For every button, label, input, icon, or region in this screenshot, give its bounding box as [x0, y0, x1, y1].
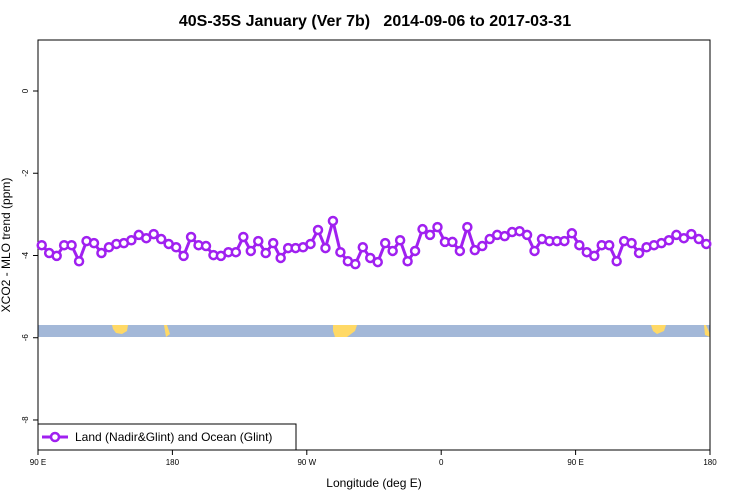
- data-point: [611, 255, 622, 267]
- data-point: [148, 228, 159, 240]
- data-point: [409, 245, 421, 257]
- data-point: [529, 245, 540, 257]
- map-strip: [38, 325, 710, 337]
- legend-marker: [49, 431, 61, 443]
- x-axis-label: Longitude (deg E): [326, 476, 421, 490]
- data-point: [126, 235, 137, 246]
- data-point: [521, 229, 533, 241]
- data-point: [477, 240, 488, 252]
- data-point: [379, 237, 391, 249]
- data-point: [230, 246, 242, 258]
- data-point: [178, 250, 189, 262]
- data-point: [267, 237, 279, 249]
- y-tick-label: -6: [21, 334, 30, 342]
- data-point: [238, 231, 249, 243]
- data-point: [185, 231, 197, 243]
- data-point: [574, 239, 585, 251]
- chart-title: 40S-35S January (Ver 7b) 2014-09-06 to 2…: [179, 13, 571, 30]
- x-tick-label: 90 E: [567, 458, 583, 467]
- data-point: [626, 237, 637, 249]
- data-point: [350, 258, 361, 270]
- data-point: [686, 228, 697, 240]
- data-point: [424, 229, 436, 241]
- data-point: [312, 224, 324, 236]
- x-tick-label: 180: [166, 458, 180, 467]
- data-point: [678, 232, 690, 244]
- data-point: [357, 242, 369, 253]
- x-tick-label: 90 W: [297, 458, 316, 467]
- data-point: [327, 215, 339, 227]
- data-point: [603, 239, 615, 251]
- y-tick-label: -2: [21, 169, 30, 177]
- data-point: [462, 221, 473, 233]
- data-point: [51, 250, 62, 262]
- data-point: [447, 236, 458, 248]
- data-point: [701, 238, 712, 250]
- data-point: [335, 246, 346, 258]
- data-point: [245, 245, 257, 257]
- legend-label: Land (Nadir&Glint) and Ocean (Glint): [75, 430, 272, 444]
- data-point: [170, 242, 182, 253]
- y-tick-label: -4: [21, 251, 30, 259]
- data-point: [88, 237, 100, 249]
- data-point: [73, 255, 85, 267]
- data-point: [454, 245, 466, 257]
- x-tick-label: 90 E: [30, 458, 46, 467]
- data-point: [589, 250, 600, 262]
- y-tick-label: 0: [21, 88, 30, 93]
- data-point: [469, 244, 481, 256]
- data-point: [66, 239, 77, 251]
- data-point: [402, 255, 413, 267]
- data-point: [260, 247, 271, 259]
- data-point: [320, 242, 331, 254]
- data-point: [200, 240, 212, 252]
- data-point: [394, 235, 406, 246]
- data-point: [155, 233, 167, 245]
- data-point: [36, 239, 47, 251]
- data-point: [417, 223, 428, 235]
- x-tick-label: 180: [703, 458, 717, 467]
- y-axis-label: XCO2 - MLO trend (ppm): [0, 178, 13, 313]
- data-point: [275, 252, 286, 264]
- data-point: [559, 235, 570, 247]
- y-tick-label: -8: [21, 416, 30, 424]
- data-point: [96, 247, 107, 259]
- legend-box: [37, 423, 297, 451]
- data-point: [365, 252, 376, 264]
- x-tick-label: 0: [439, 458, 444, 467]
- data-point: [499, 230, 510, 242]
- data-point: [663, 235, 675, 246]
- data-point: [566, 228, 578, 239]
- data-point: [633, 247, 645, 259]
- data-point: [484, 233, 495, 245]
- data-point: [693, 233, 705, 245]
- data-point: [253, 235, 264, 247]
- data-point: [141, 232, 152, 244]
- data-point: [305, 238, 316, 250]
- data-point: [432, 221, 443, 233]
- data-point: [387, 245, 398, 257]
- data-point: [372, 256, 383, 268]
